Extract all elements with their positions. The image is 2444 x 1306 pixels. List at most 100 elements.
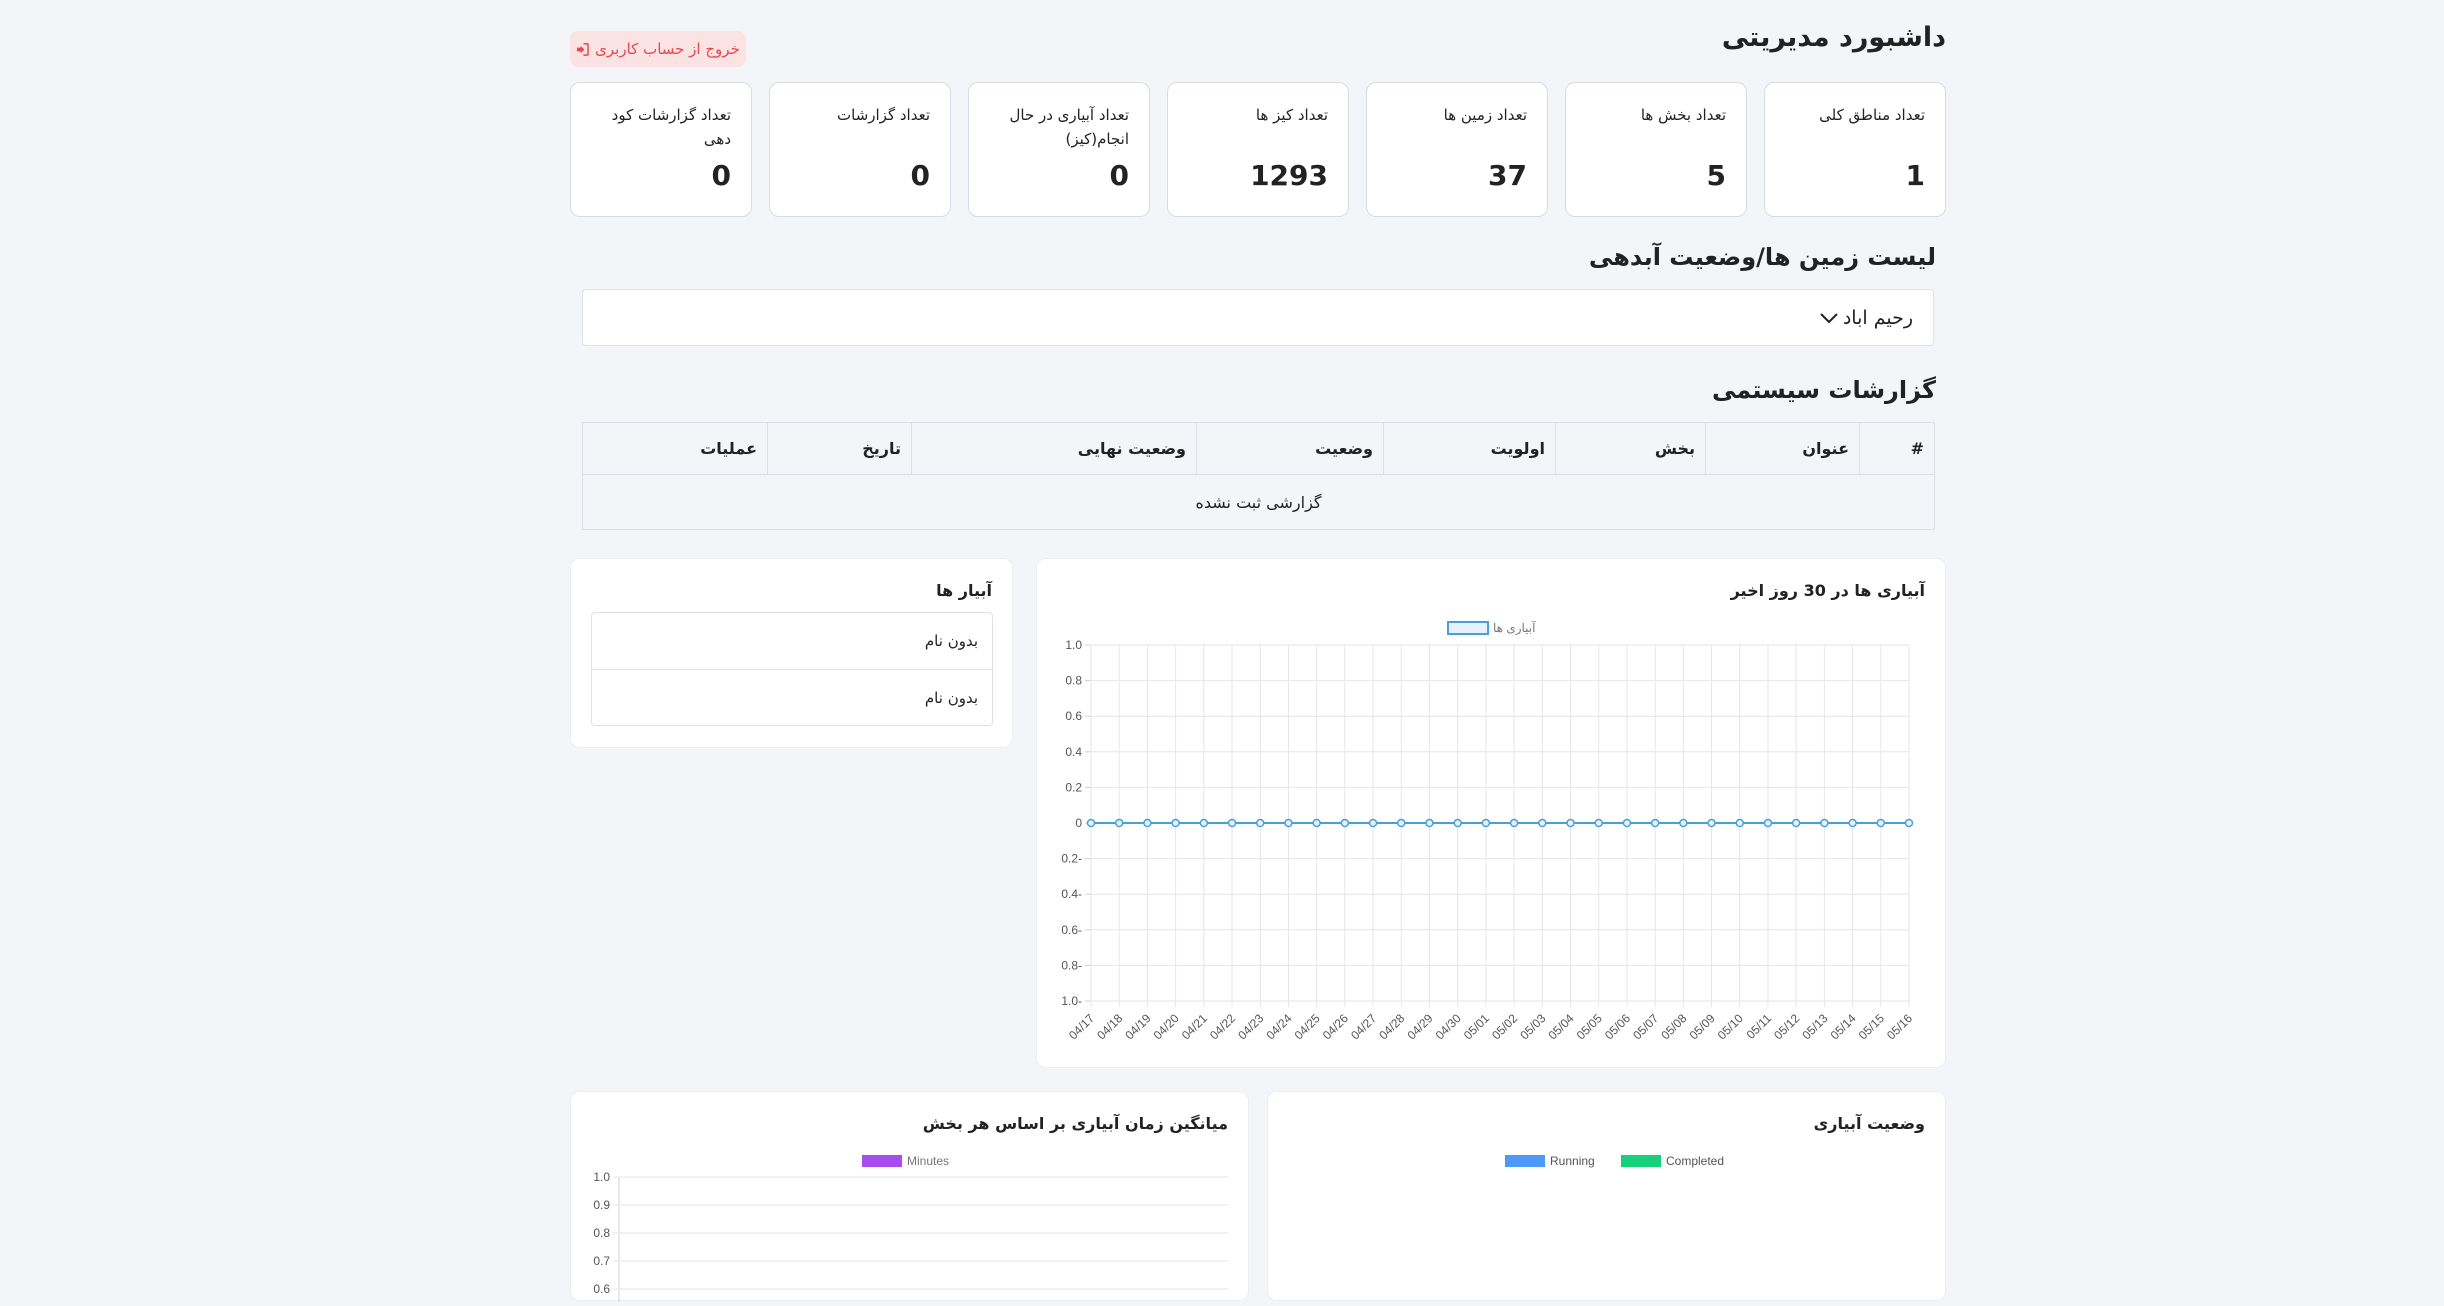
data-point xyxy=(1397,818,1406,828)
x-tick-label: 05/08 xyxy=(1658,1011,1689,1042)
data-point xyxy=(1735,818,1745,828)
data-point xyxy=(1340,818,1350,828)
y-tick-label: 0.2 xyxy=(1065,780,1082,794)
y-tick-label: 0.6 xyxy=(593,1282,610,1296)
stat-label: تعداد گزارشات کود دهی xyxy=(611,106,731,148)
avg-time-chart-panel: میانگین زمان آبیاری بر اساس هر بخش Minut… xyxy=(570,1091,1249,1302)
x-tick-label: 04/28 xyxy=(1376,1011,1407,1042)
x-tick-label: 04/17 xyxy=(1066,1011,1097,1042)
legend-swatch xyxy=(1447,621,1489,635)
stat-card-sections: تعداد بخش ها 5 xyxy=(1565,82,1747,217)
x-tick-label: 05/15 xyxy=(1856,1011,1887,1042)
x-tick-label: 04/21 xyxy=(1179,1011,1210,1042)
stat-value: 37 xyxy=(1488,159,1527,192)
stat-card-reports: تعداد گزارشات 0 xyxy=(769,82,951,217)
irrigations-line-chart: آبیاری ها 1.0 0.8 0.6 0.4 0.2 0 0.2- 0.4- 0.6- 0.8… xyxy=(1061,620,1915,1042)
y-tick-label: 0.8 xyxy=(1065,674,1082,688)
status-chart-panel: وضعیت آبیاری Running Completed xyxy=(1267,1091,1946,1301)
stat-value: 0 xyxy=(1109,159,1129,192)
legend-swatch xyxy=(862,1155,902,1167)
data-point xyxy=(1566,818,1575,828)
x-tick-label: 05/09 xyxy=(1687,1011,1718,1042)
table-header-row: # عنوان بخش اولویت وضعیت وضعیت نهایی تار… xyxy=(582,422,1935,475)
data-point xyxy=(1904,818,1914,828)
data-point xyxy=(1312,818,1321,828)
data-point xyxy=(1227,818,1237,828)
page-title: داشبورد مدیریتی xyxy=(1721,22,1946,53)
x-tick-label: 04/25 xyxy=(1292,1011,1323,1042)
x-tick-label: 04/24 xyxy=(1263,1011,1294,1042)
data-point xyxy=(1679,818,1688,828)
data-point xyxy=(1763,818,1773,828)
data-point xyxy=(1453,818,1462,828)
lands-section-title: لیست زمین ها/وضعیت آبدهی xyxy=(1588,243,1936,271)
dashboard: داشبورد مدیریتی خروج از حساب کاربری تعدا… xyxy=(570,0,1946,1302)
legend-label: Running xyxy=(1550,1154,1595,1168)
x-tick-label: 04/19 xyxy=(1122,1011,1153,1042)
stat-card-regions: تعداد مناطق کلی 1 xyxy=(1764,82,1946,217)
x-tick-label: 05/05 xyxy=(1574,1011,1605,1042)
stat-value: 0 xyxy=(910,159,930,192)
chevron-down-icon xyxy=(1820,312,1838,323)
data-point xyxy=(1848,818,1857,828)
x-tick-label: 05/07 xyxy=(1630,1011,1661,1042)
legend-label: Minutes xyxy=(907,1154,949,1168)
stat-value: 1 xyxy=(1905,159,1925,192)
y-tick-label: 0.7 xyxy=(593,1254,610,1268)
data-point xyxy=(1481,818,1491,828)
irrigators-panel: آبیار ها بدون نام بدون نام xyxy=(570,558,1013,748)
x-tick-label: 05/06 xyxy=(1602,1011,1633,1042)
data-point xyxy=(1509,818,1519,828)
data-point xyxy=(1791,818,1801,828)
x-tick-label: 05/14 xyxy=(1828,1011,1859,1042)
list-item[interactable]: بدون نام xyxy=(924,632,978,650)
stat-value: 5 xyxy=(1706,159,1726,192)
land-region-dropdown[interactable]: رحیم اباد xyxy=(582,289,1934,346)
y-tick-label: 0.4 xyxy=(1065,745,1082,759)
legend-label: Completed xyxy=(1666,1154,1724,1168)
y-tick-label: 0.8 xyxy=(593,1226,610,1240)
y-tick-label: 0.9 xyxy=(593,1198,610,1212)
data-point xyxy=(1876,818,1886,828)
column-header: تاریخ xyxy=(767,422,912,475)
x-tick-label: 04/23 xyxy=(1235,1011,1266,1042)
stat-label: تعداد زمین ها xyxy=(1443,106,1527,124)
y-tick-label: 0.6 xyxy=(1065,709,1082,723)
column-header: عنوان xyxy=(1705,422,1860,475)
y-tick-label: 0.2- xyxy=(1061,852,1082,866)
column-header: بخش xyxy=(1555,422,1706,475)
legend-swatch xyxy=(1505,1155,1545,1167)
x-tick-label: 04/26 xyxy=(1320,1011,1351,1042)
data-point xyxy=(1820,818,1829,828)
stat-label: تعداد بخش ها xyxy=(1640,106,1726,124)
y-tick-label: 1.0 xyxy=(593,1170,610,1184)
data-point xyxy=(1707,818,1716,828)
x-tick-label: 05/01 xyxy=(1461,1011,1492,1042)
column-header: اولویت xyxy=(1383,422,1556,475)
data-point xyxy=(1622,818,1632,828)
list-item[interactable]: بدون نام xyxy=(592,669,992,725)
chart-title: آبیاری ها در 30 روز اخیر xyxy=(1730,581,1925,600)
x-tick-label: 05/10 xyxy=(1715,1011,1746,1042)
data-point xyxy=(1368,818,1378,828)
legend-label: آبیاری ها xyxy=(1493,620,1536,635)
y-tick-label: 0 xyxy=(1075,816,1082,830)
irrigations-chart-panel: آبیاری ها در 30 روز اخیر آبیاری ها 1.0 0.8… xyxy=(1036,558,1946,1068)
empty-state-text: گزارشی ثبت نشده xyxy=(582,474,1935,530)
data-point xyxy=(1086,818,1096,828)
legend-swatch xyxy=(1621,1155,1661,1167)
logout-button[interactable]: خروج از حساب کاربری xyxy=(570,31,746,67)
stat-label: تعداد آبیاری در حال انجام(کیز) xyxy=(1009,106,1129,148)
column-header: # xyxy=(1859,422,1935,475)
data-point xyxy=(1594,818,1603,828)
sign-out-icon xyxy=(577,42,589,56)
y-tick-label: 0.6- xyxy=(1061,923,1082,937)
y-tick-label: 0.4- xyxy=(1061,887,1082,901)
x-tick-label: 04/22 xyxy=(1207,1011,1238,1042)
x-tick-label: 05/02 xyxy=(1489,1011,1520,1042)
x-tick-label: 05/04 xyxy=(1546,1011,1577,1042)
x-tick-label: 05/11 xyxy=(1744,1011,1775,1042)
logout-label: خروج از حساب کاربری xyxy=(595,40,740,58)
data-point xyxy=(1425,818,1434,828)
column-header: وضعیت xyxy=(1196,422,1384,475)
